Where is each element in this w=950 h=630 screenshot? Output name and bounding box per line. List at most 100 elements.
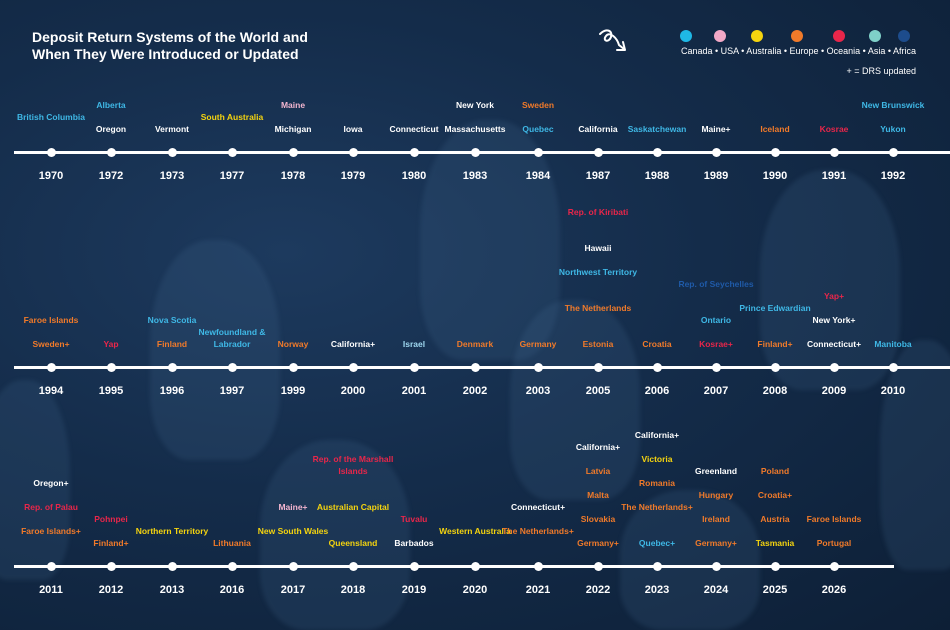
event-label: Western Australia (439, 526, 511, 536)
event-label: Hungary (698, 490, 734, 500)
bottle-background (620, 490, 760, 630)
timeline-node (46, 148, 56, 157)
event-label: Faroe Islands+ (21, 526, 81, 536)
legend-dot (898, 30, 910, 42)
event-label: New South Wales (257, 526, 329, 536)
timeline-node (829, 148, 839, 157)
event-label: Norway (277, 339, 309, 349)
bottle-background (260, 440, 410, 630)
year-label: 1977 (219, 170, 245, 182)
year-label: 2001 (401, 385, 427, 397)
event-label: Barbados (394, 538, 434, 548)
year-label: 1999 (280, 385, 306, 397)
legend-dot (680, 30, 692, 42)
timeline-node (533, 363, 543, 372)
event-label: Nova Scotia (147, 315, 197, 325)
event-label: Maine+ (701, 124, 731, 134)
year-label: 2025 (762, 584, 788, 596)
year-label: 1991 (821, 170, 847, 182)
event-label: Germany+ (695, 538, 737, 548)
event-label: Northern Territory (135, 526, 209, 536)
timeline-line (14, 366, 950, 369)
event-label: Yap+ (823, 291, 845, 301)
year-label: 1995 (98, 385, 124, 397)
timeline-node (829, 562, 839, 571)
event-label: Yap (103, 339, 119, 349)
event-label: California+ (634, 430, 680, 440)
timeline-node (711, 562, 721, 571)
year-label: 2016 (219, 584, 245, 596)
event-label: Tasmania (755, 538, 795, 548)
event-label: Newfoundland & Labrador (198, 327, 266, 349)
legend-dot (869, 30, 881, 42)
event-label: Hawaii (584, 243, 612, 253)
timeline-node (288, 363, 298, 372)
year-label: 2024 (703, 584, 729, 596)
legend-text: Canada • USA • Australia • Europe • Ocea… (680, 46, 916, 56)
timeline-node (227, 562, 237, 571)
event-label: Kosrae+ (699, 339, 733, 349)
event-label: Greenland (694, 466, 738, 476)
bottle-background (150, 240, 280, 460)
year-label: 2019 (401, 584, 427, 596)
timeline-node (227, 363, 237, 372)
year-label: 2023 (644, 584, 670, 596)
year-label: 1973 (159, 170, 185, 182)
legend-dot (751, 30, 763, 42)
year-label: 1979 (340, 170, 366, 182)
event-label: Germany+ (577, 538, 619, 548)
year-label: 1996 (159, 385, 185, 397)
event-label: Rep. of Seychelles (678, 279, 754, 289)
year-label: 1994 (38, 385, 64, 397)
event-label: Estonia (582, 339, 614, 349)
timeline-node (652, 562, 662, 571)
event-label: California+ (330, 339, 376, 349)
timeline-node (288, 562, 298, 571)
page-title: Deposit Return Systems of the World and … (32, 29, 308, 62)
timeline-node (409, 562, 419, 571)
event-label: Rep. of the Marshall Islands (312, 454, 394, 476)
year-label: 1970 (38, 170, 64, 182)
event-label: Latvia (585, 466, 611, 476)
year-label: 2017 (280, 584, 306, 596)
bottle-background (760, 170, 900, 390)
event-label: Vermont (154, 124, 189, 134)
timeline-line (14, 151, 950, 154)
timeline-node (829, 363, 839, 372)
event-label: Poland (760, 466, 790, 476)
year-label: 2010 (880, 385, 906, 397)
event-label: New York+ (812, 315, 856, 325)
event-label: Oregon (95, 124, 127, 134)
event-label: The Netherlands+ (502, 526, 574, 536)
event-label: Victoria (641, 454, 673, 464)
bottle-background (420, 120, 560, 360)
year-label: 2011 (39, 584, 63, 596)
event-label: South Australia (200, 112, 264, 122)
year-label: 2007 (703, 385, 729, 397)
year-label: 1997 (219, 385, 245, 397)
event-label: Alberta (96, 100, 126, 110)
timeline-node (770, 562, 780, 571)
timeline-node (167, 363, 177, 372)
timeline-node (167, 148, 177, 157)
timeline-node (711, 363, 721, 372)
event-label: Oregon+ (33, 478, 69, 488)
event-label: Israel (402, 339, 426, 349)
event-label: Connecticut+ (806, 339, 862, 349)
event-label: Pohnpei (94, 514, 128, 524)
event-label: Quebec+ (638, 538, 676, 548)
timeline-node (770, 363, 780, 372)
timeline-node (409, 148, 419, 157)
timeline-node (593, 363, 603, 372)
year-label: 1983 (462, 170, 488, 182)
event-label: Malta (587, 490, 609, 500)
year-label: 2022 (585, 584, 611, 596)
timeline-node (533, 148, 543, 157)
year-label: 2002 (462, 385, 488, 397)
year-label: 1989 (703, 170, 729, 182)
year-label: 2009 (821, 385, 847, 397)
year-label: 2000 (340, 385, 366, 397)
event-label: Croatia+ (757, 490, 793, 500)
event-label: Sweden+ (32, 339, 70, 349)
